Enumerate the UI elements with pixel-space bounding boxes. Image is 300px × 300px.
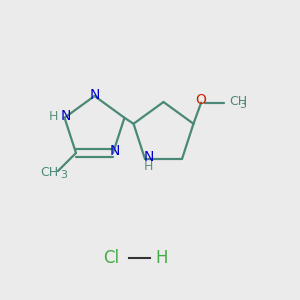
Text: N: N — [61, 109, 71, 123]
Text: CH: CH — [40, 166, 58, 179]
Text: 3: 3 — [60, 170, 68, 180]
Text: Cl: Cl — [103, 249, 119, 267]
Text: 3: 3 — [240, 100, 247, 110]
Text: N: N — [143, 151, 154, 164]
Text: N: N — [89, 88, 100, 101]
Text: O: O — [196, 93, 207, 107]
Text: H: H — [144, 160, 153, 173]
Text: N: N — [109, 144, 120, 158]
Text: CH: CH — [230, 95, 248, 108]
Text: H: H — [156, 249, 168, 267]
Text: H: H — [49, 110, 58, 123]
